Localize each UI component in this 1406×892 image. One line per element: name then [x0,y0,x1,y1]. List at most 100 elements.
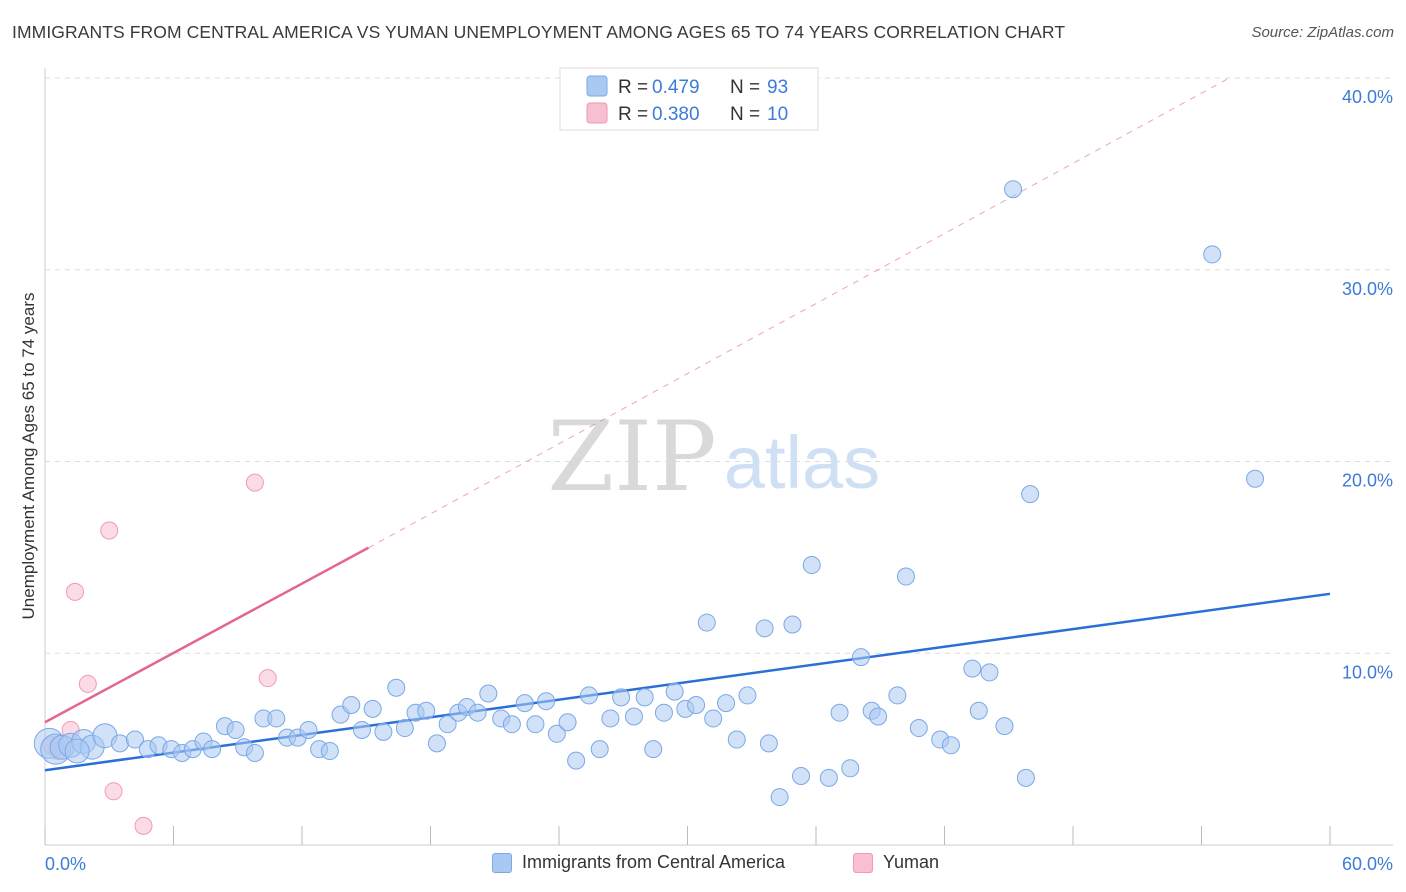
central-america-point [819,768,838,787]
stats-r-label-pink: R = [618,104,648,125]
stats-legend: R = 0.479 N = 93 R = 0.380 N = 10 [559,67,819,131]
central-america-point [110,734,129,753]
watermark-zip: ZIP [547,401,716,513]
y-tick-label: 40.0% [1342,87,1393,107]
trend-line-yuman [44,546,369,724]
legend-item-yuman: Yuman [853,852,939,873]
central-america-point [601,709,620,728]
central-america-point [644,740,663,759]
central-america-point [125,730,144,749]
central-america-point [963,659,982,678]
central-america-point [654,703,673,722]
central-america-point [64,738,90,764]
legend-swatch-pink [853,852,873,873]
gridlines [45,77,1393,654]
central-america-point [896,567,915,586]
central-america-point [226,720,245,739]
central-america-point [438,715,457,734]
central-america-point [851,648,870,667]
central-america-point [792,766,811,785]
yuman-point [65,582,84,601]
central-america-point [995,717,1014,736]
central-america-point [567,751,586,770]
legend-label-yuman: Yuman [883,852,940,872]
yuman-point [104,782,123,801]
central-america-point [547,724,566,743]
yuman-point [245,473,264,492]
x-tick-label-min: 0.0% [45,854,86,874]
central-america-point [941,736,960,755]
central-america-point [1203,245,1222,264]
stats-n-value-blue: 93 [767,77,788,98]
central-america-point [1016,768,1035,787]
stats-r-value-pink: 0.380 [652,104,700,125]
stats-n-value-pink: 10 [767,104,788,125]
central-america-point [841,759,860,778]
central-america-point [427,734,446,753]
legend-swatch-blue [492,852,512,873]
central-america-point [697,613,716,632]
trend-line-central-america [44,592,1331,772]
bottom-legend: Immigrants from Central America Yuman [0,852,1406,878]
central-america-point [869,707,888,726]
central-america-point [387,678,406,697]
central-america-point [830,703,849,722]
central-america-point [590,740,609,759]
central-america-point [515,694,534,713]
central-america-point [363,699,382,718]
y-axis-label: Unemployment Among Ages 65 to 74 years [19,293,38,620]
central-america-point [468,703,487,722]
scatter-points [33,180,1265,835]
yuman-point [258,669,277,688]
central-america-point [579,686,598,705]
central-america-point [727,730,746,749]
source-credit: Source: ZipAtlas.com [1251,24,1394,41]
central-america-point [267,709,286,728]
central-america-point [770,788,789,807]
central-america-point [203,740,222,759]
central-america-point [687,696,706,715]
axes: 10.0% 20.0% 30.0% 40.0% 0.0% 60.0% [44,68,1393,874]
central-america-point [395,719,414,738]
central-america-point [909,719,928,738]
central-america-point [320,742,339,761]
central-america-point [417,701,436,720]
central-america-point [738,686,757,705]
central-america-point [1004,180,1023,199]
central-america-point [526,715,545,734]
central-america-point [980,663,999,682]
central-america-point [537,692,556,711]
central-america-point [755,619,774,638]
central-america-point [612,688,631,707]
central-america-point [352,720,371,739]
central-america-point [969,701,988,720]
central-america-point [802,556,821,575]
central-america-point [759,734,778,753]
central-america-point [374,722,393,741]
trend-lines [44,77,1331,772]
central-america-point [342,696,361,715]
central-america-point [888,686,907,705]
central-america-point [783,615,802,634]
central-america-point [1246,469,1265,488]
central-america-point [245,743,264,762]
central-america-point [717,694,736,713]
central-america-point [624,707,643,726]
y-tick-label: 30.0% [1342,279,1393,299]
stats-legend-swatch-pink [586,102,608,124]
yuman-point [134,816,153,835]
yuman-point [78,674,97,693]
central-america-point [704,709,723,728]
stats-legend-swatch-blue [586,75,608,97]
yuman-point [100,521,119,540]
central-america-point [1021,485,1040,504]
legend-label-central-america: Immigrants from Central America [522,852,786,872]
central-america-point [299,720,318,739]
y-tick-label: 10.0% [1342,662,1393,682]
y-tick-label: 20.0% [1342,471,1393,491]
central-america-point [479,684,498,703]
central-america-point [665,682,684,701]
watermark-atlas: atlas [724,421,880,504]
trend-line-yuman-projection [368,77,1230,549]
